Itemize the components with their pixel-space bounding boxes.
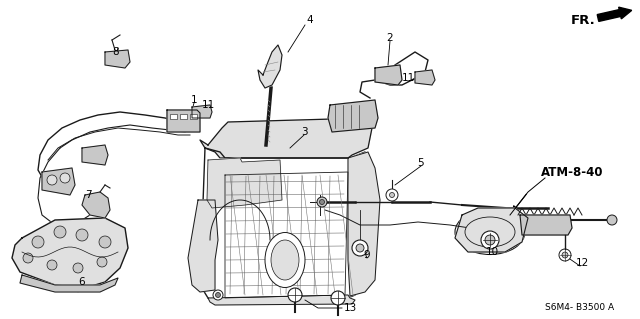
FancyArrow shape (597, 7, 632, 21)
Circle shape (99, 236, 111, 248)
Polygon shape (225, 172, 348, 298)
Text: 9: 9 (364, 250, 371, 260)
Circle shape (356, 244, 364, 252)
Circle shape (317, 197, 327, 207)
Polygon shape (415, 70, 435, 85)
Text: 12: 12 (575, 258, 589, 268)
Circle shape (54, 226, 66, 238)
Circle shape (562, 252, 568, 258)
Text: 11: 11 (401, 73, 415, 83)
Ellipse shape (271, 240, 299, 280)
Polygon shape (207, 158, 282, 208)
Text: 4: 4 (307, 15, 314, 25)
Text: 8: 8 (113, 47, 119, 57)
Circle shape (386, 189, 398, 201)
Polygon shape (188, 200, 218, 292)
Polygon shape (192, 105, 212, 118)
Ellipse shape (455, 210, 525, 255)
Ellipse shape (265, 233, 305, 287)
Text: 2: 2 (387, 33, 394, 43)
Bar (180, 114, 187, 119)
Circle shape (23, 253, 33, 263)
Polygon shape (375, 65, 402, 85)
Text: 7: 7 (84, 190, 92, 200)
Circle shape (352, 240, 368, 256)
Circle shape (32, 236, 44, 248)
Text: 11: 11 (202, 100, 214, 110)
Polygon shape (82, 192, 110, 218)
Text: 3: 3 (301, 127, 307, 137)
Text: ATM-8-40: ATM-8-40 (541, 166, 604, 179)
Polygon shape (520, 215, 572, 235)
Circle shape (76, 229, 88, 241)
Polygon shape (258, 45, 282, 88)
Circle shape (213, 290, 223, 300)
Polygon shape (455, 208, 528, 252)
Circle shape (60, 173, 70, 183)
Polygon shape (82, 145, 108, 165)
Circle shape (288, 288, 302, 302)
Circle shape (485, 235, 495, 245)
Polygon shape (12, 218, 128, 288)
Circle shape (47, 175, 57, 185)
Circle shape (559, 249, 571, 261)
Text: 6: 6 (79, 277, 85, 287)
Circle shape (319, 199, 324, 204)
Polygon shape (348, 152, 380, 296)
Polygon shape (167, 110, 200, 132)
Polygon shape (328, 100, 378, 132)
Bar (170, 114, 177, 119)
Text: 13: 13 (344, 303, 356, 313)
Circle shape (216, 293, 221, 298)
Polygon shape (105, 50, 130, 68)
Text: FR.: FR. (571, 13, 595, 26)
Circle shape (97, 257, 107, 267)
Circle shape (331, 291, 345, 305)
Text: 5: 5 (418, 158, 424, 168)
Circle shape (73, 263, 83, 273)
Ellipse shape (465, 217, 515, 247)
Polygon shape (42, 168, 75, 195)
Text: S6M4- B3500 A: S6M4- B3500 A (545, 303, 614, 313)
Text: 10: 10 (485, 247, 499, 257)
Circle shape (390, 192, 394, 197)
Text: 1: 1 (191, 95, 197, 105)
Polygon shape (200, 148, 372, 300)
Polygon shape (20, 275, 118, 292)
Polygon shape (208, 295, 355, 305)
Circle shape (607, 215, 617, 225)
Polygon shape (200, 118, 372, 158)
Circle shape (481, 231, 499, 249)
Bar (190, 114, 197, 119)
Circle shape (47, 260, 57, 270)
